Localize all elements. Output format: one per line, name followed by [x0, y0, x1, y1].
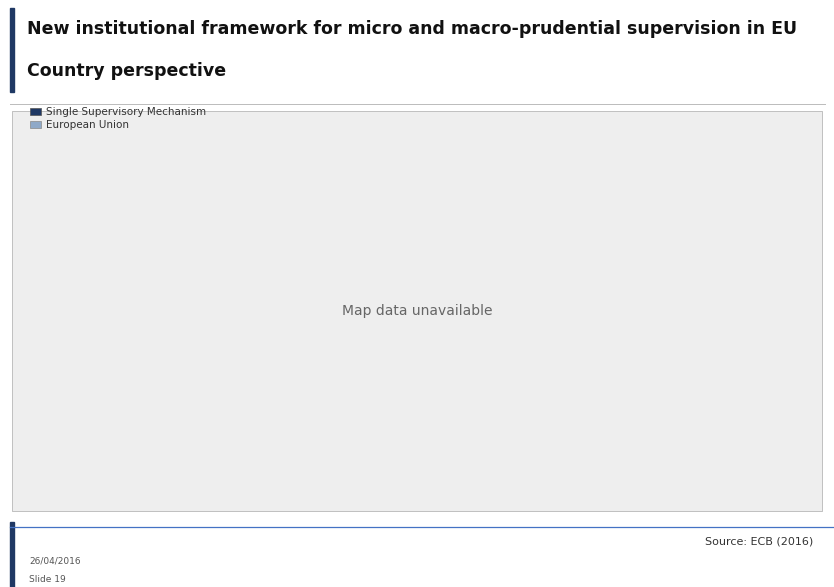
- Text: New institutional framework for micro and macro-prudential supervision in EU: New institutional framework for micro an…: [27, 20, 796, 38]
- Legend: Single Supervisory Mechanism, European Union: Single Supervisory Mechanism, European U…: [30, 107, 206, 130]
- Text: 26/04/2016: 26/04/2016: [29, 556, 81, 565]
- Text: Slide 19: Slide 19: [29, 575, 66, 585]
- Text: Source: ECB (2016): Source: ECB (2016): [705, 537, 813, 546]
- Bar: [10, 522, 14, 587]
- Text: Country perspective: Country perspective: [27, 62, 226, 80]
- Text: Map data unavailable: Map data unavailable: [342, 304, 492, 318]
- Bar: [10, 8, 14, 92]
